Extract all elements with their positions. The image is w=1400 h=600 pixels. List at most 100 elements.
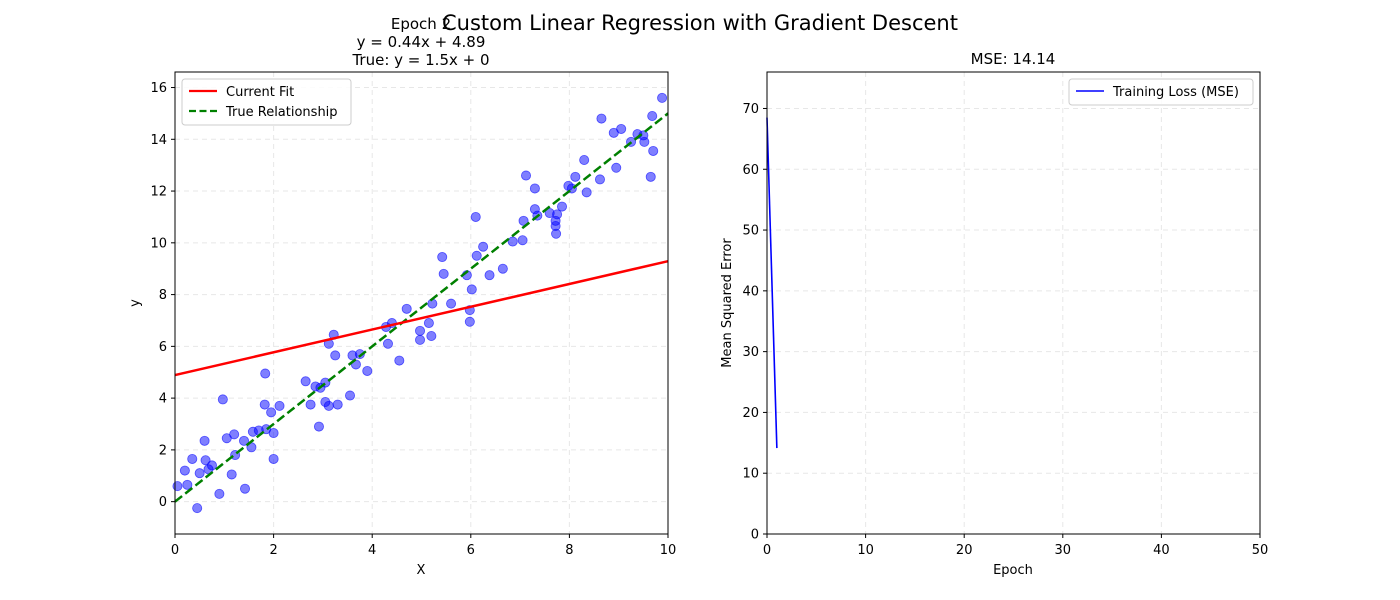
data-point [596,113,607,124]
data-point [300,376,311,387]
regression-grid [174,72,669,534]
regression-x-tick-label: 0 [171,543,179,558]
loss-x-tick-label: 0 [763,543,771,558]
loss-x-label: Epoch [993,563,1033,578]
data-point [415,325,426,336]
data-point [497,263,508,274]
data-point [382,338,393,349]
data-point [611,162,622,173]
regression-y-tick-label: 10 [150,236,167,251]
data-point [305,399,316,410]
data-point [647,111,658,122]
data-point [507,236,518,247]
legend-training-loss-label: Training Loss (MSE) [1112,85,1239,100]
loss-y-label: Mean Squared Error [720,238,735,368]
true-relationship-line [174,112,669,503]
data-point [521,170,532,181]
data-point [187,453,198,464]
data-point [266,407,277,418]
loss-grid [766,72,1261,535]
data-point [260,368,271,379]
data-point [415,334,426,345]
regression-y-tick-label: 2 [159,443,167,458]
figure-suptitle: Custom Linear Regression with Gradient D… [442,11,958,35]
data-point [194,468,205,479]
legend-current-fit-label: Current Fit [226,85,294,100]
data-point [517,235,528,246]
regression-x-tick-label: 2 [269,543,277,558]
data-point [226,469,237,480]
data-point [229,429,240,440]
data-point [199,435,210,446]
data-point [466,284,477,295]
data-point [551,228,562,239]
data-point [332,399,343,410]
regression-y-label: y [128,299,143,307]
regression-x-tick-label: 4 [368,543,376,558]
data-point [192,503,203,514]
data-point [557,201,568,212]
data-point [240,483,251,494]
loss-ticks: 0 10 20 30 40 50 0 10 20 30 40 50 60 70 [742,102,1268,558]
regression-x-tick-label: 8 [565,543,573,558]
data-point [657,92,668,103]
regression-title-line-1: Epoch 2 [391,15,451,33]
regression-y-tick-label: 12 [150,185,167,200]
loss-y-tick-label: 60 [742,163,759,178]
data-point [423,318,434,329]
regression-y-tick-label: 8 [159,288,167,303]
loss-y-tick-label: 20 [742,406,759,421]
data-point [484,270,495,281]
data-point [437,252,448,263]
data-point [446,298,457,309]
loss-x-tick-label: 10 [857,543,874,558]
regression-y-tick-label: 0 [159,495,167,510]
regression-y-tick-label: 16 [150,81,167,96]
data-point [214,488,225,499]
data-point [354,349,365,360]
data-point [581,187,592,198]
loss-legend: Training Loss (MSE) [1068,78,1254,106]
data-point [645,171,656,182]
data-point [259,399,270,410]
data-point [172,481,183,492]
data-point [330,350,341,361]
loss-x-tick-label: 20 [956,543,973,558]
data-point [470,211,481,222]
data-point [471,250,482,261]
regression-y-tick-label: 4 [159,392,167,407]
data-point [552,209,563,220]
loss-x-tick-label: 30 [1055,543,1072,558]
data-point [579,154,590,165]
regression-frame [174,71,669,535]
loss-y-tick-label: 0 [751,528,759,543]
data-point [478,241,489,252]
loss-legend-box [1068,78,1254,106]
loss-y-tick-label: 70 [742,102,759,117]
training-loss-line [766,117,778,449]
regression-legend: Current Fit True Relationship [181,78,352,126]
regression-y-tick-label: 14 [150,133,167,148]
regression-x-label: X [417,563,426,578]
data-point [239,435,250,446]
loss-y-tick-label: 30 [742,345,759,360]
data-point [438,268,449,279]
loss-title: MSE: 14.14 [971,50,1056,68]
legend-true-relationship-label: True Relationship [225,105,338,120]
data-point [268,428,279,439]
regression-legend-box [181,78,352,126]
data-point [179,465,190,476]
data-point [570,171,581,182]
data-point [639,136,650,147]
data-point [616,123,627,134]
loss-x-tick-label: 50 [1252,543,1269,558]
loss-frame [766,71,1261,535]
data-point [648,145,659,156]
loss-y-tick-label: 40 [742,284,759,299]
loss-x-tick-label: 40 [1153,543,1170,558]
data-point [200,455,211,466]
loss-y-tick-label: 10 [742,467,759,482]
data-point [206,460,217,471]
data-point [529,183,540,194]
data-point [217,394,228,405]
